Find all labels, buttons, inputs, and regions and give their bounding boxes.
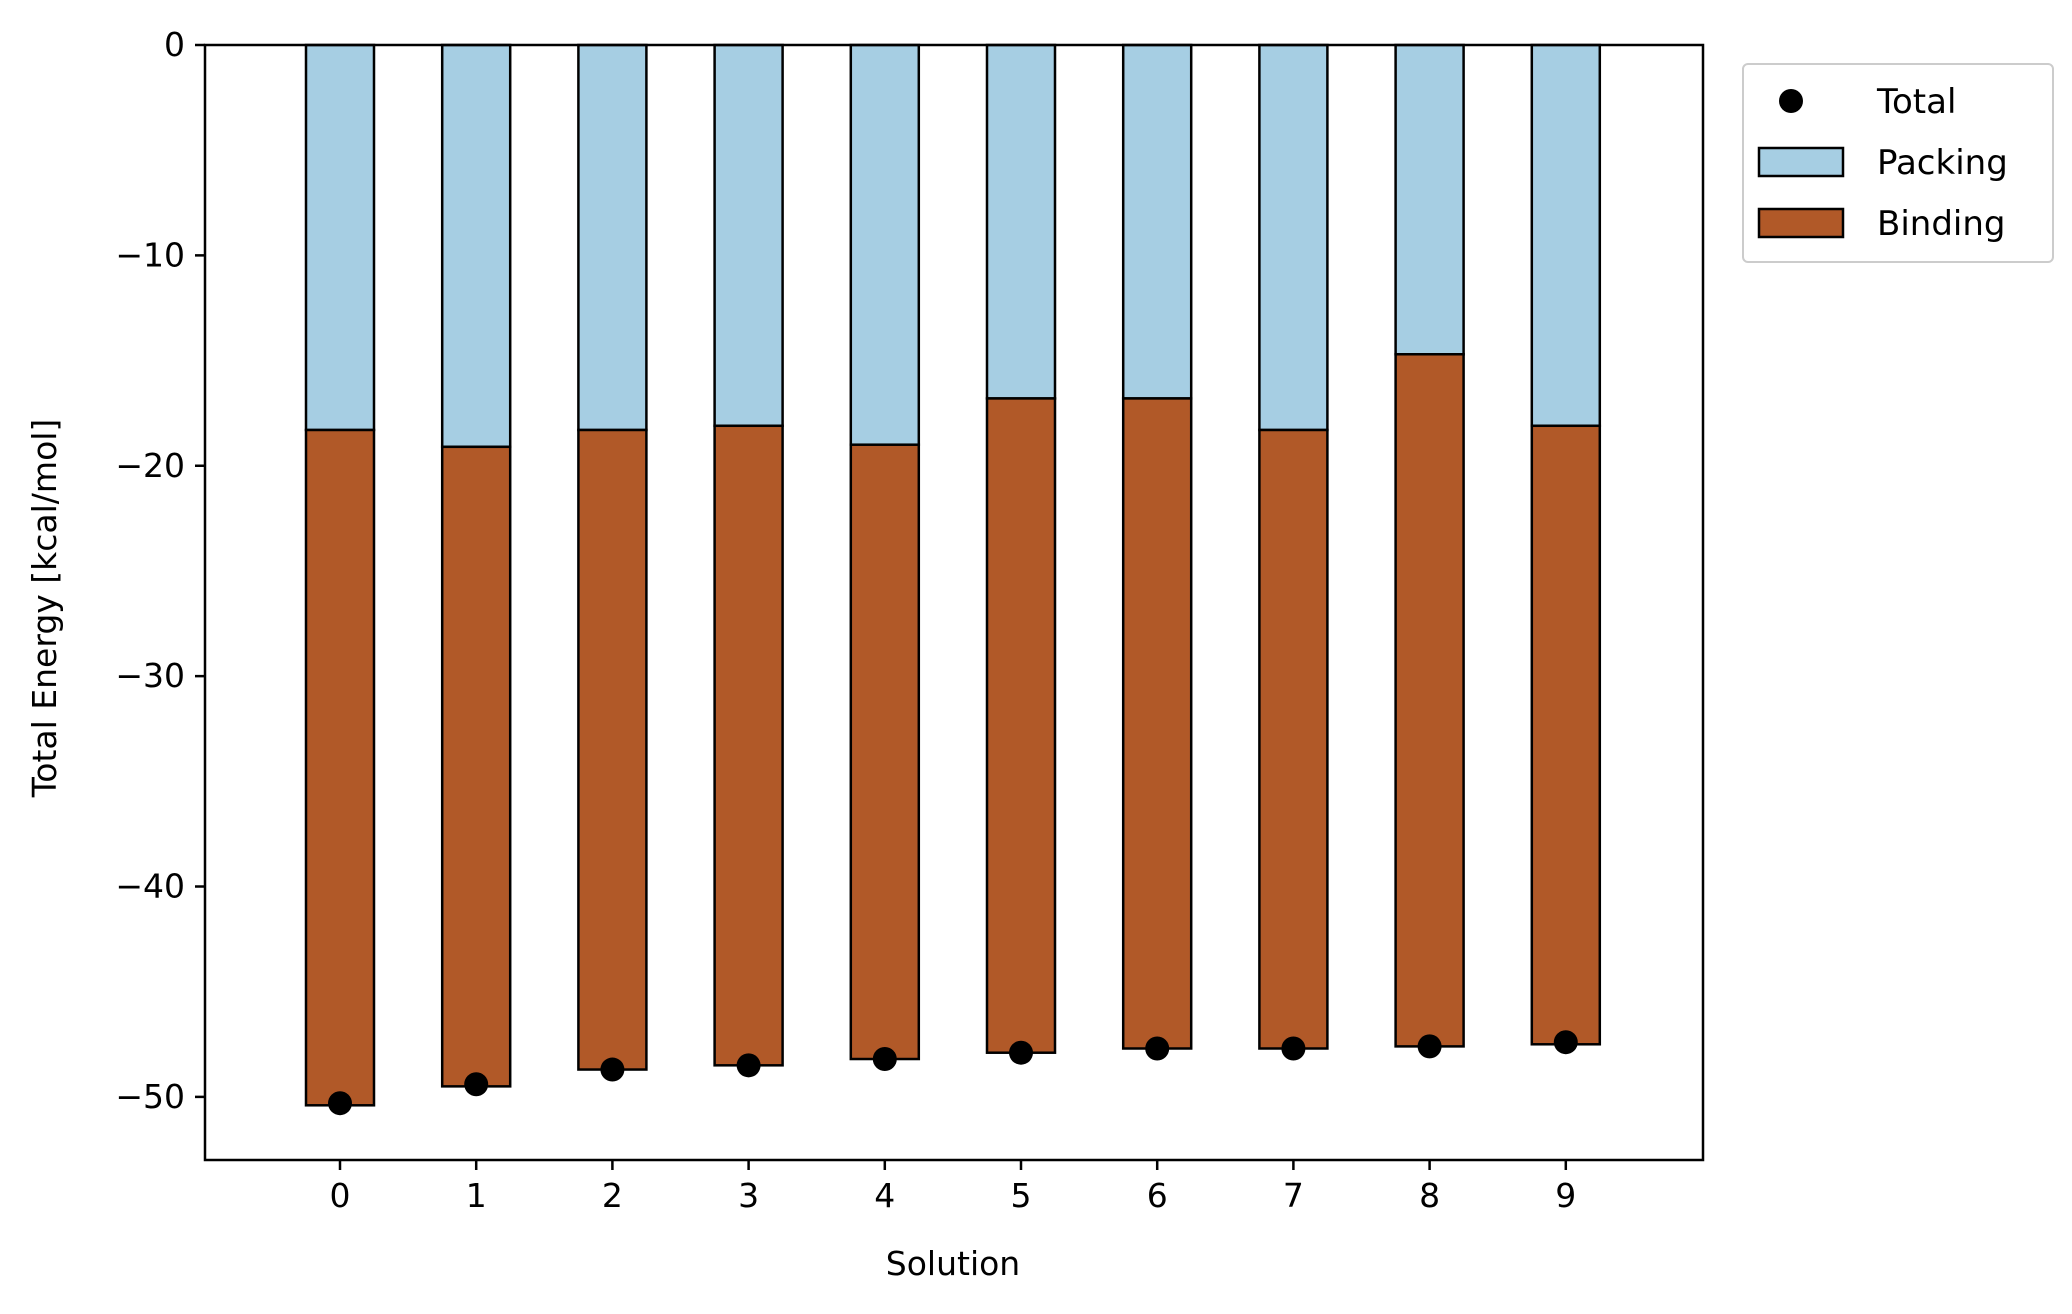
x-axis-label: Solution	[886, 1244, 1020, 1283]
legend-label-total: Total	[1876, 82, 1956, 122]
x-tick-label: 1	[466, 1176, 487, 1215]
point-total-7	[1281, 1036, 1306, 1061]
point-total-5	[1009, 1040, 1033, 1065]
point-total-2	[600, 1057, 625, 1082]
axes: 0 −10 −20 −30 −40 −50 0 1 2 3 4 5 6 7 8 9	[115, 25, 1705, 1215]
axes-frame	[203, 43, 1705, 1162]
bar-packing-2	[577, 43, 648, 432]
x-tick-label: 0	[330, 1176, 351, 1215]
bar-binding-7	[1258, 428, 1329, 1050]
x-tick-label: 8	[1419, 1176, 1440, 1215]
point-total-6	[1145, 1036, 1170, 1061]
x-tick-label: 6	[1147, 1176, 1168, 1215]
bar-packing-1	[440, 43, 512, 449]
bar-binding-0	[304, 428, 376, 1107]
point-total-4	[872, 1047, 897, 1072]
x-tick-label: 4	[874, 1176, 895, 1215]
y-tick-label: −10	[115, 235, 185, 274]
y-axis-label: Total Energy [kcal/mol]	[25, 419, 64, 799]
x-tick-label: 7	[1283, 1176, 1304, 1215]
legend-label-packing: Packing	[1877, 143, 2008, 183]
bar-packing-9	[1530, 43, 1602, 428]
y-tick-label: −20	[115, 446, 185, 485]
x-tick-label: 3	[738, 1176, 759, 1215]
y-tick-label: 0	[164, 25, 185, 64]
x-tick-label: 5	[1011, 1176, 1032, 1215]
bar-binding-3	[713, 424, 784, 1067]
bar-binding-1	[440, 445, 512, 1088]
point-total-0	[328, 1091, 352, 1116]
y-tick-label: −50	[115, 1077, 185, 1116]
y-tick-label: −30	[115, 656, 185, 695]
bar-packing-8	[1394, 43, 1465, 356]
bar-binding-4	[849, 443, 921, 1061]
legend-marker-total	[1779, 89, 1803, 113]
legend-label-binding: Binding	[1877, 204, 2005, 244]
bar-binding-9	[1530, 424, 1602, 1046]
x-tick-label: 2	[602, 1176, 623, 1215]
legend: Total Packing Binding	[1742, 63, 2054, 263]
bar-packing-7	[1258, 43, 1329, 432]
point-total-9	[1553, 1030, 1578, 1055]
bar-binding-6	[1121, 397, 1193, 1050]
x-tick-label: 9	[1555, 1176, 1576, 1215]
point-total-3	[736, 1053, 761, 1078]
bar-packing-4	[849, 43, 921, 446]
plot-area	[304, 43, 1602, 1116]
legend-swatch-binding	[1757, 207, 1845, 239]
bar-packing-6	[1121, 43, 1193, 400]
bar-packing-0	[304, 43, 376, 432]
bar-binding-5	[985, 397, 1057, 1054]
point-total-8	[1417, 1034, 1442, 1059]
y-tick-label: −40	[115, 867, 185, 906]
bar-packing-3	[713, 43, 784, 428]
bar-binding-8	[1394, 353, 1465, 1048]
bar-binding-2	[577, 428, 648, 1071]
point-total-1	[464, 1072, 489, 1097]
legend-swatch-packing	[1757, 146, 1845, 178]
bar-packing-5	[985, 43, 1057, 400]
